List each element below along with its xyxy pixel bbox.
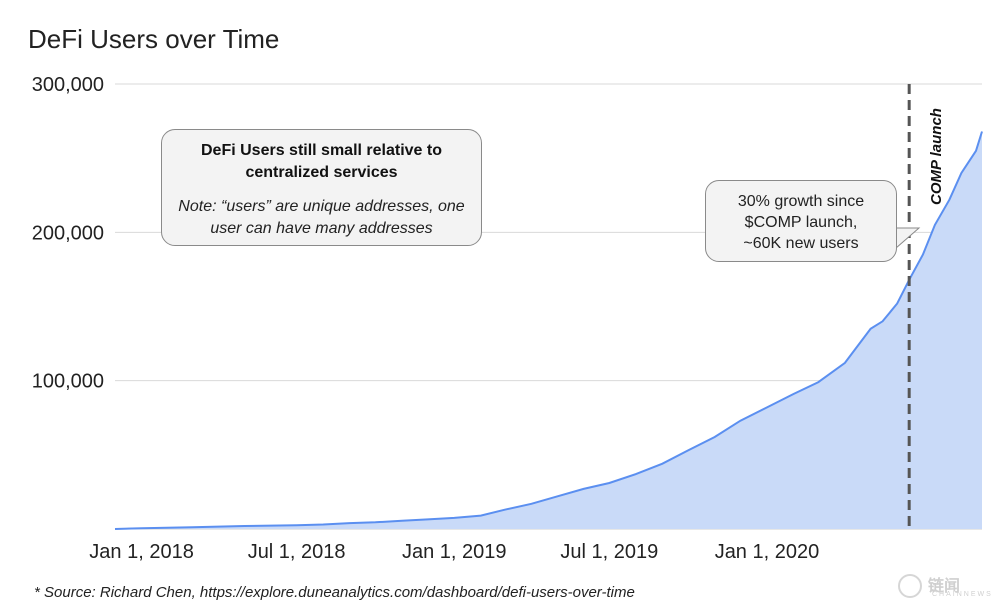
area-series <box>114 131 983 530</box>
area-fill <box>115 131 982 529</box>
chart-title: DeFi Users over Time <box>28 24 280 54</box>
x-tick-label: Jan 1, 2018 <box>89 541 194 563</box>
y-axis-ticks: 100,000 200,000 300,000 <box>32 74 104 393</box>
y-tick-label: 100,000 <box>32 371 104 393</box>
annotation-growth: 30% growth since $COMP launch, ~60K new … <box>705 180 897 262</box>
annotation-note: DeFi Users still small relative to centr… <box>161 129 482 246</box>
watermark-text: 链闻 <box>928 578 961 595</box>
watermark-logo: 链闻 CHAINNEWS <box>898 572 993 602</box>
source-note: * Source: Richard Chen, https://explore.… <box>34 584 635 601</box>
growth-line-2: $COMP launch, <box>744 214 858 231</box>
x-tick-label: Jul 1, 2019 <box>560 541 658 563</box>
x-tick-label: Jul 1, 2018 <box>248 541 346 563</box>
y-tick-label: 200,000 <box>32 222 104 244</box>
x-tick-label: Jan 1, 2020 <box>715 541 820 563</box>
x-tick-label: Jan 1, 2019 <box>402 541 507 563</box>
growth-line-1: 30% growth since <box>737 193 865 210</box>
series-line <box>114 131 983 530</box>
x-axis-ticks: Jan 1, 2018 Jul 1, 2018 Jan 1, 2019 Jul 1, … <box>89 541 819 563</box>
watermark-subtext: CHAINNEWS <box>932 591 993 598</box>
reference-line-label: COMP launch <box>928 108 945 205</box>
annotation-heading: DeFi Users still small relative to centr… <box>201 142 442 181</box>
growth-line-3: ~60K new users <box>743 235 859 252</box>
watermark-icon <box>898 574 922 598</box>
callout-pointer <box>895 227 921 250</box>
y-tick-label: 300,000 <box>32 74 104 96</box>
annotation-body: Note: “users” are unique addresses, one … <box>178 198 465 237</box>
